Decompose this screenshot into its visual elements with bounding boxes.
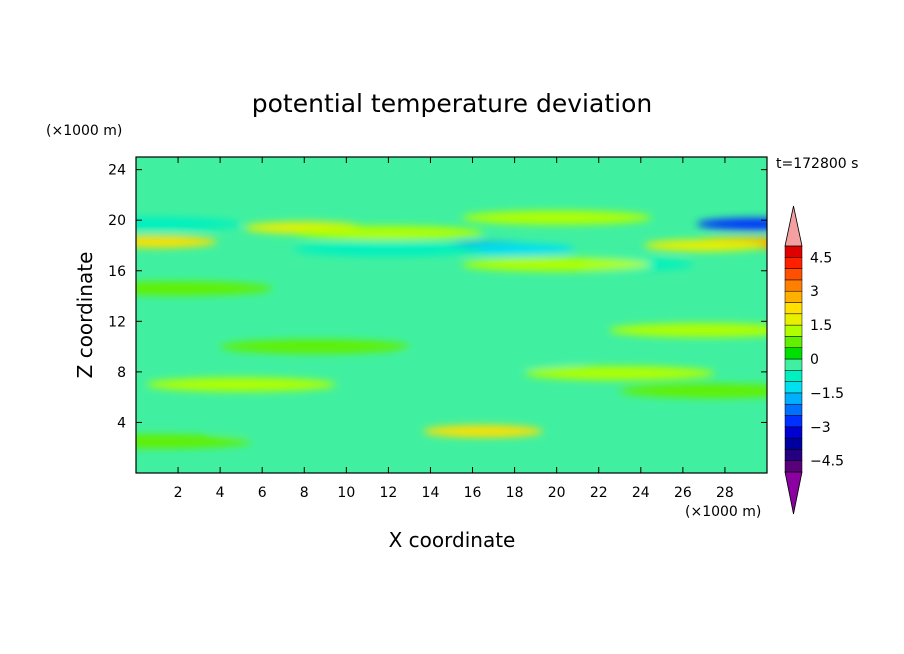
y-unit-label: (×1000 m) xyxy=(46,123,122,139)
y-tick-label: 24 xyxy=(108,163,126,179)
colorbar-swatch xyxy=(784,426,803,439)
x-tick-label: 16 xyxy=(464,485,482,501)
plot-frame xyxy=(135,156,768,474)
colorbar-tick-label: −1.5 xyxy=(810,386,844,402)
colorbar-tick-label: 1.5 xyxy=(810,318,832,334)
heatmap-background xyxy=(136,157,767,473)
chart-title: potential temperature deviation xyxy=(252,89,652,118)
heatmap-feature xyxy=(136,281,274,296)
y-tick-label: 12 xyxy=(108,314,126,330)
x-axis-label: X coordinate xyxy=(389,528,516,552)
x-axis: 2 4 6 8 10 12 14 16 18 20 22 24 26 28 xyxy=(174,157,734,501)
x-tick-label: 12 xyxy=(379,485,397,501)
colorbar-tick-label: 4.5 xyxy=(810,250,832,266)
y-tick-label: 8 xyxy=(117,365,126,381)
colorbar-swatch xyxy=(784,403,803,416)
colorbar-tick-label: 0 xyxy=(810,352,819,368)
colorbar-swatch xyxy=(784,268,803,281)
colorbar: 4.5 3 1.5 0 −1.5 −3 −4.5 xyxy=(784,205,844,515)
colorbar-swatch xyxy=(784,370,803,382)
colorbar-swatch xyxy=(784,381,803,394)
heatmap-feature xyxy=(136,434,253,449)
heatmap-feature xyxy=(146,377,337,392)
colorbar-swatch xyxy=(784,324,803,337)
heatmap-feature xyxy=(619,383,767,398)
heatmap-feature xyxy=(136,235,218,248)
colorbar-swatch xyxy=(784,336,803,348)
heatmap-feature xyxy=(398,352,589,367)
heatmap-feature xyxy=(461,257,652,272)
colorbar-swatch xyxy=(784,245,803,258)
x-tick-label: 10 xyxy=(337,485,355,501)
x-tick-label: 14 xyxy=(422,485,440,501)
x-tick-label: 18 xyxy=(506,485,524,501)
x-tick-label: 20 xyxy=(548,485,566,501)
y-axis-label: Z coordinate xyxy=(73,252,97,379)
colorbar-swatch xyxy=(784,302,803,315)
colorbar-tick-label: 3 xyxy=(810,284,819,300)
heatmap-feature xyxy=(608,323,767,338)
colorbar-swatch xyxy=(784,449,803,461)
colorbar-swatch xyxy=(784,279,803,292)
heatmap-feature xyxy=(136,216,242,231)
y-tick-label: 4 xyxy=(117,415,126,431)
x-tick-label: 4 xyxy=(216,485,225,501)
colorbar-swatch xyxy=(784,358,803,371)
time-label: t=172800 s xyxy=(776,156,858,172)
y-tick-label: 20 xyxy=(108,213,126,229)
heatmap-feature xyxy=(209,423,400,438)
x-tick-label: 26 xyxy=(674,485,692,501)
x-tick-label: 8 xyxy=(300,485,309,501)
colorbar-tick-label: −4.5 xyxy=(810,454,844,470)
colorbar-over-triangle xyxy=(784,205,803,247)
colorbar-swatch xyxy=(784,437,803,450)
heatmap-feature xyxy=(643,239,764,252)
heatmap-feature xyxy=(454,243,575,256)
colorbar-under-triangle xyxy=(784,471,803,515)
heatmap-feature xyxy=(423,425,544,438)
colorbar-swatch xyxy=(784,347,803,360)
y-tick-label: 16 xyxy=(108,264,126,280)
y-axis: 4 8 12 16 20 24 xyxy=(108,163,767,431)
x-tick-label: 24 xyxy=(632,485,650,501)
x-tick-label: 6 xyxy=(258,485,267,501)
x-tick-label: 2 xyxy=(174,485,183,501)
heatmap-feature xyxy=(696,217,767,230)
colorbar-swatch xyxy=(784,392,803,405)
colorbar-swatch xyxy=(784,415,803,428)
colorbar-swatch xyxy=(784,257,803,269)
colorbar-swatch xyxy=(784,290,803,303)
heatmap-feature xyxy=(293,242,484,257)
colorbar-swatch xyxy=(784,460,803,473)
heatmap-feature xyxy=(461,210,652,225)
colorbar-swatch xyxy=(784,313,803,326)
colorbar-tick-label: −3 xyxy=(810,420,831,436)
heatmap-feature xyxy=(524,366,715,381)
x-unit-label: (×1000 m) xyxy=(685,504,761,520)
x-tick-label: 28 xyxy=(716,485,734,501)
heatmap-feature xyxy=(293,225,484,240)
heatmap-area xyxy=(136,157,767,473)
heatmap-feature xyxy=(219,339,410,354)
x-tick-label: 22 xyxy=(590,485,608,501)
